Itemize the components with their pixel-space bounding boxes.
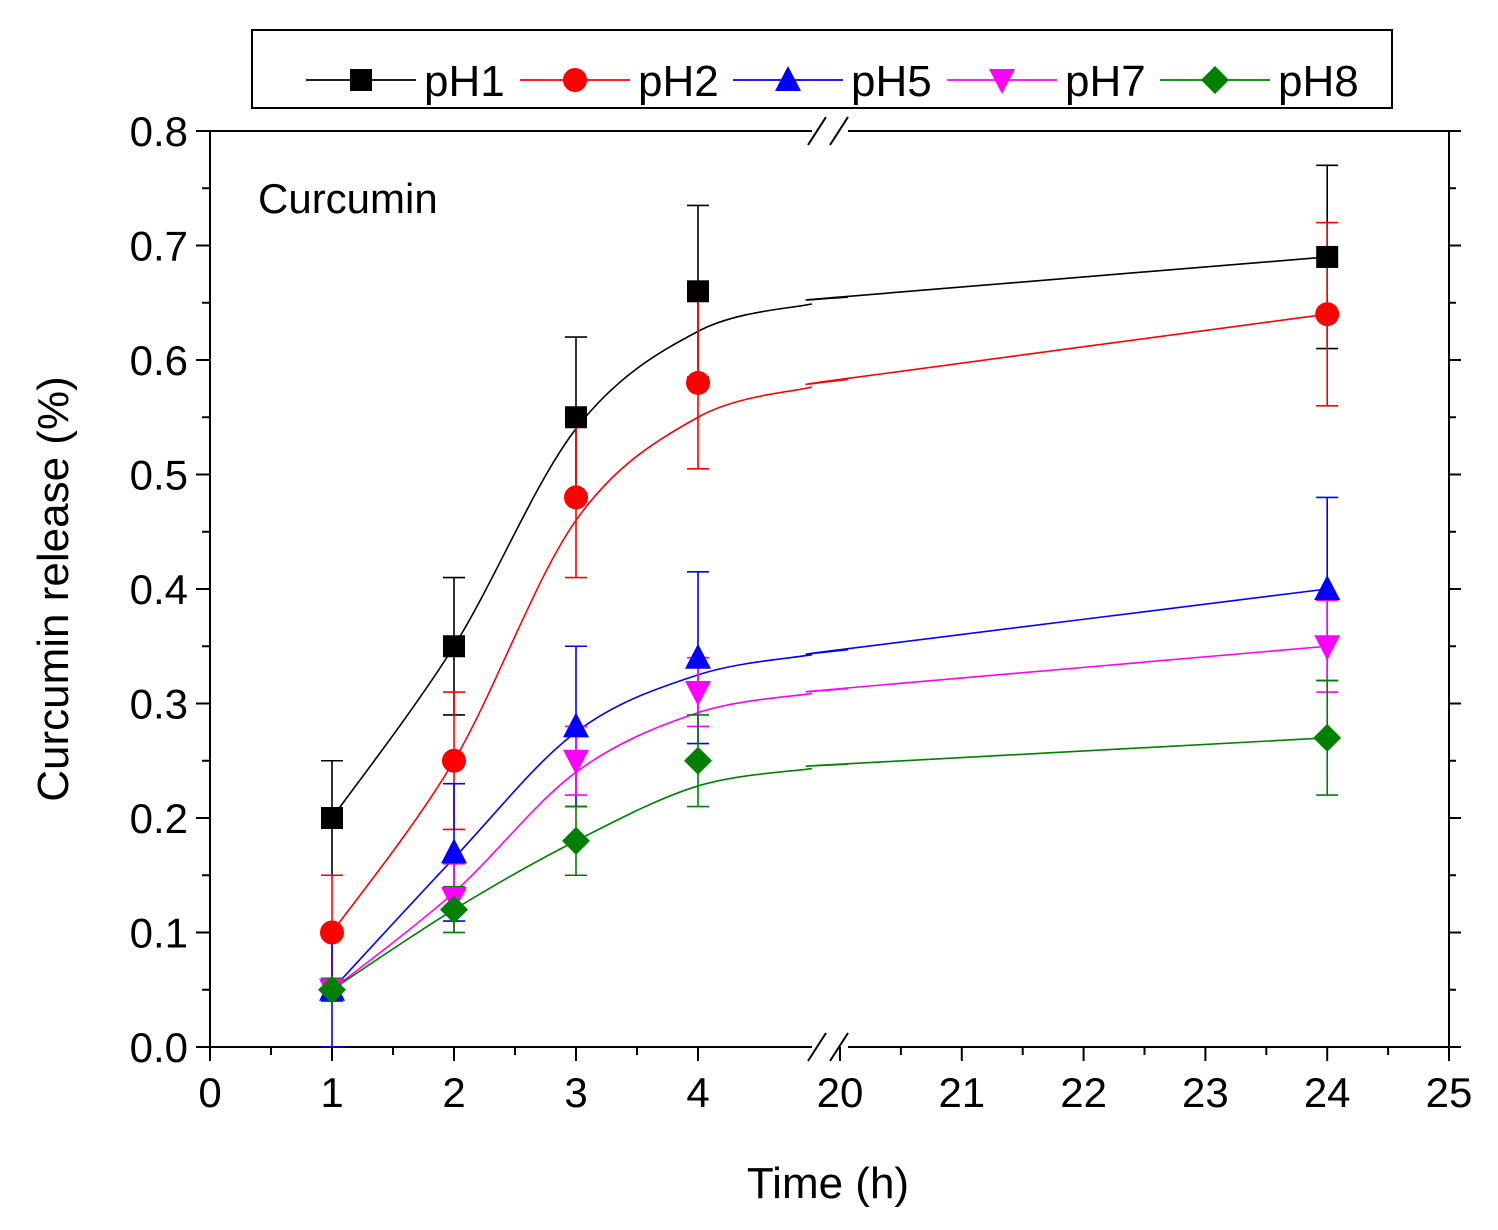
fit-curve-pH5-left [331, 653, 813, 991]
legend-label-pH2: pH2 [638, 57, 719, 106]
axis-break-mark [807, 116, 827, 146]
axis-break-mark [807, 1032, 827, 1062]
data-point-pH8 [318, 975, 346, 1004]
y-tick-label: 0.7 [130, 223, 188, 270]
data-point-pH1 [1316, 245, 1339, 268]
y-tick-label: 0.8 [130, 108, 188, 155]
y-tick-label: 0.2 [130, 795, 188, 842]
data-point-pH2 [442, 748, 466, 773]
y-tick-label: 0.1 [130, 910, 188, 957]
legend-marker-pH8 [1201, 66, 1229, 94]
data-point-pH7 [685, 681, 711, 707]
fit-curve-pH8-left [331, 767, 813, 991]
legend-label-pH5: pH5 [851, 57, 932, 106]
x-tick-label: 1 [320, 1069, 343, 1116]
fit-curve-pH5-right [805, 588, 1328, 655]
y-tick-label: 0.3 [130, 681, 188, 728]
chart-annotation: Curcumin [258, 175, 438, 222]
fit-curve-pH7-left [331, 692, 813, 991]
x-tick-label: 25 [1426, 1069, 1473, 1116]
data-point-pH1 [687, 280, 709, 303]
data-point-pH8 [1313, 723, 1342, 752]
data-point-pH5 [1314, 575, 1341, 600]
data-point-pH5 [685, 643, 711, 669]
legend-marker-pH2 [563, 68, 587, 92]
legend-box [251, 29, 1393, 109]
legend-marker-pH7 [989, 69, 1015, 94]
legend-label-pH7: pH7 [1065, 57, 1146, 106]
data-point-pH8 [562, 826, 590, 855]
y-tick-label: 0.0 [130, 1024, 188, 1071]
x-tick-label: 4 [686, 1069, 709, 1116]
data-point-pH1 [321, 807, 343, 829]
data-point-pH2 [1315, 302, 1340, 327]
fit-curve-pH2-left [331, 386, 813, 933]
fit-curve-pH7-right [805, 645, 1328, 693]
y-tick-label: 0.4 [130, 566, 188, 613]
y-tick-label: 0.5 [130, 452, 188, 499]
fit-curve-pH1-right [805, 256, 1328, 301]
x-tick-label: 21 [938, 1069, 985, 1116]
x-tick-label: 3 [564, 1069, 587, 1116]
legend-marker-pH1 [350, 69, 372, 91]
data-point-pH2 [686, 370, 710, 395]
data-point-pH8 [684, 746, 712, 775]
legend-marker-pH5 [775, 66, 801, 91]
fit-curve-pH2-right [805, 313, 1328, 386]
x-tick-label: 24 [1304, 1069, 1351, 1116]
data-point-pH1 [565, 406, 587, 429]
data-point-pH5 [563, 712, 589, 738]
fit-curve-pH1-left [331, 303, 813, 819]
legend-label-pH8: pH8 [1278, 57, 1359, 106]
data-point-pH2 [320, 920, 344, 945]
x-tick-label: 23 [1182, 1069, 1229, 1116]
x-tick-label: 2 [442, 1069, 465, 1116]
x-tick-label: 22 [1060, 1069, 1107, 1116]
fit-curve-pH8-right [805, 737, 1328, 767]
data-point-pH7 [563, 749, 589, 775]
y-tick-label: 0.6 [130, 337, 188, 384]
data-point-pH1 [443, 635, 465, 658]
x-axis-label: Time (h) [747, 1159, 909, 1208]
x-tick-label: 20 [817, 1069, 864, 1116]
legend-label-pH1: pH1 [424, 57, 505, 106]
data-point-pH7 [1314, 635, 1341, 661]
data-point-pH5 [441, 838, 467, 864]
y-axis-label: Curcumin release (%) [29, 376, 78, 801]
data-point-pH8 [440, 895, 468, 924]
x-tick-label: 0 [198, 1069, 221, 1116]
axis-break-mark [829, 116, 849, 146]
data-point-pH2 [564, 485, 588, 510]
